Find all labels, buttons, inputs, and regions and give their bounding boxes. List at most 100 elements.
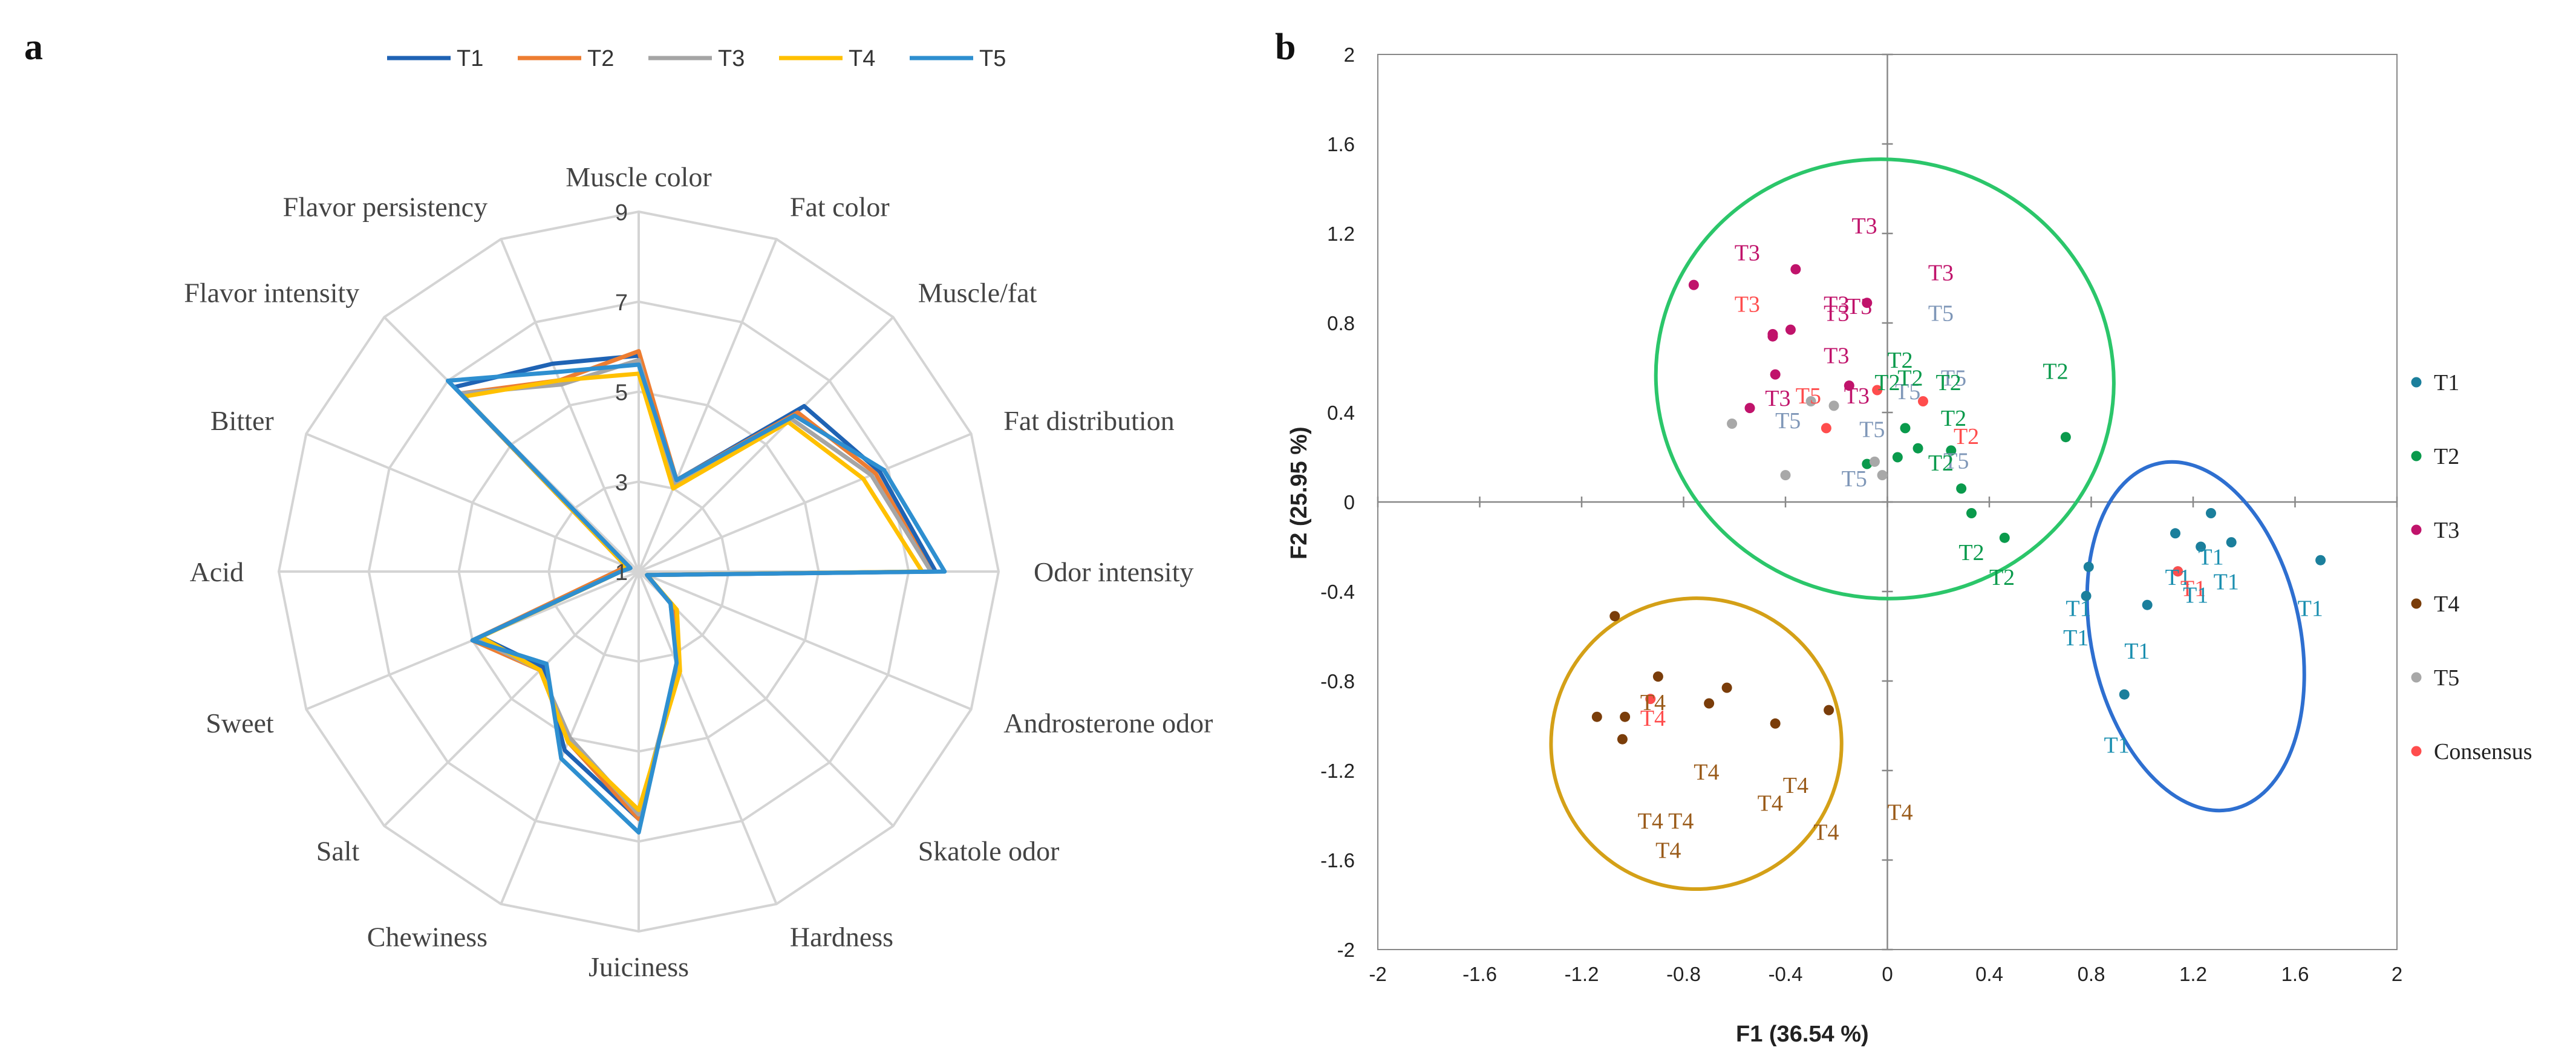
pca-observation-label: T5: [1928, 301, 1954, 326]
pca-axes: [1377, 53, 2398, 951]
radar-spoke: [637, 570, 895, 827]
pca-point-t5: [1869, 456, 1880, 467]
pca-point-t4: [1617, 734, 1628, 745]
pca-observation-label: T3: [1735, 240, 1760, 266]
pca-observation-label: T1: [2180, 576, 2206, 601]
pca-observation-label: T4: [1655, 838, 1681, 863]
pca-x-tick-label: 0: [1882, 963, 1893, 985]
pca-point-t2: [1956, 483, 1967, 494]
pca-y-tick-label: -1.2: [1320, 760, 1355, 782]
pca-observation-label: T1: [2198, 545, 2223, 570]
radar-axis-labels: Muscle color Fat color Muscle/fat Fat distr…: [184, 161, 1213, 982]
pca-observation-label: T3: [1765, 386, 1790, 411]
pca-legend-marker-consensus: [2411, 746, 2422, 757]
pca-point-t4: [1620, 711, 1631, 722]
pca-point-t4: [1770, 718, 1781, 729]
pca-observation-label: T3: [1824, 292, 1849, 318]
radar-axis-label: Bitter: [210, 405, 274, 436]
pca-point-t3: [1790, 264, 1801, 275]
pca-point-t2: [1966, 508, 1977, 518]
pca-observation-label: T3: [1844, 383, 1870, 409]
pca-observation-label: T3: [1847, 294, 1872, 319]
radar-legend-label: T3: [718, 46, 745, 71]
pca-point-t5: [1828, 400, 1839, 411]
pca-observation-label: T2: [1941, 406, 1966, 431]
pca-observation-label: T5: [1859, 417, 1885, 443]
pca-legend-marker-t4: [2411, 598, 2422, 609]
pca-point-t4: [1591, 711, 1602, 722]
pca-ellipses: [1549, 157, 2306, 891]
pca-observation-label: T2: [1928, 451, 1954, 476]
panel-a-label: a: [24, 27, 43, 68]
pca-point-t2: [1912, 443, 1923, 454]
pca-point-t3: [1844, 380, 1854, 391]
pca-point-t1: [2315, 555, 2326, 565]
radar-legend-label: T5: [979, 46, 1006, 71]
radar-axis-label: Juiciness: [589, 951, 689, 982]
pca-observation-label: T4: [1640, 690, 1666, 715]
pca-y-tick-label: -1.6: [1320, 849, 1355, 872]
pca-observation-label: T2: [1989, 565, 2015, 590]
pca-point-t2: [1892, 452, 1903, 463]
pca-observation-label: T3: [1851, 213, 1877, 239]
pca-x-tick-label: -1.2: [1565, 963, 1599, 985]
pca-observation-label: T1: [2063, 625, 2089, 651]
radar-spoke: [638, 432, 972, 573]
pca-x-tick-label: 1.6: [2281, 963, 2309, 985]
pca-observation-label: T4: [1668, 809, 1694, 834]
radar-legend-label: T2: [587, 46, 614, 71]
pca-point-t1: [2205, 508, 2216, 518]
pca-point-t3: [1744, 403, 1755, 414]
pca-observation-label: T4: [1758, 791, 1783, 816]
radar-ticks: 1 3 5 7 9: [615, 200, 628, 585]
pca-point-t5: [1727, 419, 1738, 429]
pca-x-tick-label: 1.2: [2179, 963, 2207, 985]
panel-b-label: b: [1275, 27, 1296, 68]
radar-axis-label: Skatole odor: [918, 836, 1060, 867]
pca-y-tick-label: 1.2: [1327, 223, 1355, 245]
pca-observation-label: T2: [1887, 348, 1912, 373]
pca-observation-label: T1: [2183, 583, 2208, 608]
pca-observation-label: T4: [1887, 800, 1912, 825]
pca-point-t5: [1780, 470, 1791, 481]
pca-points: [1591, 264, 2326, 745]
pca-point-t3: [1770, 369, 1781, 380]
pca-observation-label: T1: [2124, 639, 2150, 664]
pca-legend-label: T4: [2434, 592, 2459, 617]
pca-x-tick-label: -0.8: [1666, 963, 1701, 985]
radar-legend-label: T1: [457, 46, 483, 71]
pca-y-tick-label: -0.4: [1320, 581, 1355, 603]
radar-axis-label: Muscle color: [566, 161, 711, 192]
pca-observation-label: T1: [2214, 569, 2239, 595]
radar-axis-label: Fat distribution: [1003, 405, 1174, 436]
pca-observation-label: T3: [1824, 344, 1849, 369]
pca-observation-label: T1: [2165, 565, 2191, 590]
radar-series: [446, 349, 947, 835]
pca-y-tick-label: 1.6: [1327, 133, 1355, 155]
pca-point-t4: [1721, 682, 1732, 693]
pca-legend-marker-t5: [2411, 672, 2422, 683]
pca-point-consensus: [1872, 385, 1883, 396]
pca-point-consensus: [1645, 694, 1656, 705]
radar-spoke: [637, 571, 778, 905]
pca-point-t3: [1767, 329, 1778, 339]
pca-point-t5: [1805, 396, 1816, 406]
pca-legend-label: T1: [2434, 370, 2459, 396]
pca-legend-label: Consensus: [2434, 739, 2532, 764]
pca-x-tick-label: -0.4: [1769, 963, 1803, 985]
pca-point-t5: [1877, 470, 1888, 481]
pca-y-axis-title: F2 (25.95 %): [1286, 426, 1312, 559]
pca-observation-label: T3: [1824, 301, 1849, 326]
radar-tick-label: 9: [615, 200, 628, 226]
pca-legend-label: T3: [2434, 518, 2459, 543]
pca-observation-label: T5: [1895, 379, 1920, 405]
pca-point-t1: [2226, 537, 2237, 548]
pca-point-t3: [1862, 298, 1873, 308]
radar-series-t1: [452, 353, 938, 821]
pca-point-t3: [1785, 324, 1796, 335]
pca-point-t2: [1999, 532, 2010, 543]
pca-legend-marker-t3: [2411, 524, 2422, 535]
radar-axis-label: Muscle/fat: [918, 277, 1037, 308]
